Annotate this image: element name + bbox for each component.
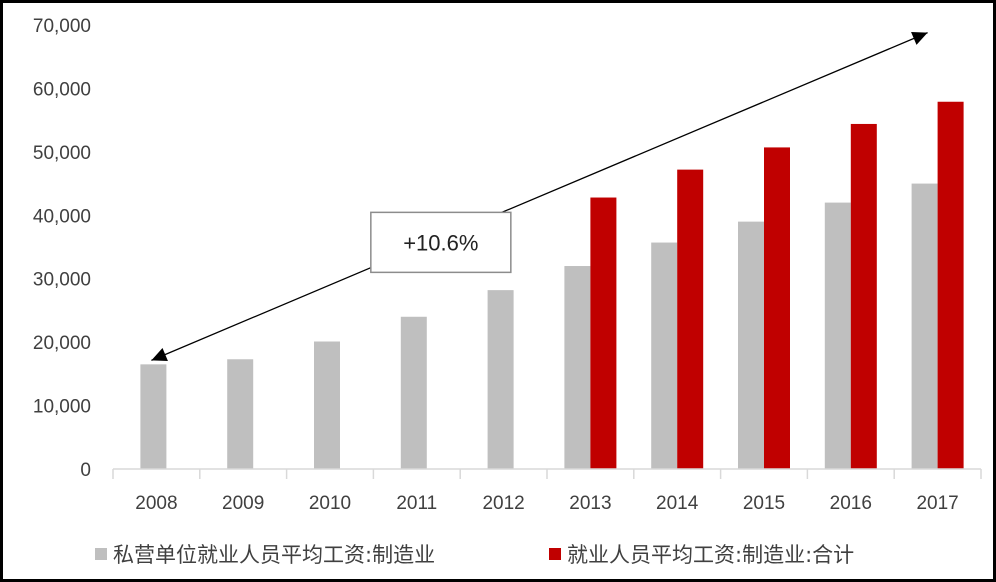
bar-series-1 bbox=[140, 364, 167, 469]
x-tick-label: 2015 bbox=[743, 493, 785, 514]
x-tick-label: 2012 bbox=[482, 493, 524, 514]
y-tick-label: 20,000 bbox=[33, 333, 91, 354]
y-tick-label: 70,000 bbox=[33, 16, 91, 37]
growth-annotation: +10.6% bbox=[151, 31, 928, 361]
arrow-head-end bbox=[911, 31, 928, 45]
y-tick-label: 50,000 bbox=[33, 143, 91, 164]
y-axis-ticks: 0 10,000 20,000 30,000 40,000 50,000 60,000 70,… bbox=[33, 16, 91, 481]
arrow-head-start bbox=[151, 348, 168, 361]
y-tick-label: 40,000 bbox=[33, 206, 91, 227]
bar-series-1 bbox=[487, 290, 514, 469]
y-tick-label: 10,000 bbox=[33, 397, 91, 418]
bar-series-1 bbox=[911, 183, 938, 470]
x-tick-label: 2009 bbox=[222, 493, 264, 514]
annotation-box bbox=[370, 211, 512, 274]
bar-series-1 bbox=[400, 316, 427, 469]
bar-series-2 bbox=[764, 147, 790, 469]
bar-chart: 0 10,000 20,000 30,000 40,000 50,000 60,000 70,… bbox=[33, 16, 982, 567]
y-tick-label: 30,000 bbox=[33, 270, 91, 291]
x-tick-label: 2013 bbox=[569, 493, 611, 514]
y-tick-label: 60,000 bbox=[33, 79, 91, 100]
x-tick-label: 2016 bbox=[830, 493, 872, 514]
x-tick-label: 2017 bbox=[916, 493, 958, 514]
y-tick-label: 0 bbox=[80, 460, 91, 481]
bar-series-2 bbox=[677, 169, 704, 470]
x-tick-label: 2008 bbox=[135, 493, 177, 514]
x-tick-label: 2010 bbox=[309, 493, 351, 514]
x-axis-ticks: 2008 2009 2010 2011 2012 2013 2014 2015 2016 2017 bbox=[112, 469, 982, 514]
bar-series-2 bbox=[937, 101, 964, 470]
legend: 私营单位就业人员平均工资:制造业 就业人员平均工资:制造业:合计 bbox=[95, 543, 854, 567]
x-tick-label: 2014 bbox=[656, 493, 699, 514]
growth-arrow-line bbox=[151, 32, 928, 361]
bar-series-1 bbox=[738, 221, 764, 469]
bar-series-1 bbox=[564, 266, 591, 469]
legend-swatch-series-2 bbox=[549, 548, 561, 560]
bar-series-1 bbox=[227, 359, 254, 469]
bar-series-1 bbox=[824, 202, 851, 469]
bars bbox=[140, 101, 964, 470]
bar-series-1 bbox=[314, 341, 340, 469]
legend-swatch-series-1 bbox=[95, 548, 107, 560]
bar-series-2 bbox=[590, 197, 617, 470]
legend-label-series-1: 私营单位就业人员平均工资:制造业 bbox=[113, 543, 435, 567]
annotation-label: +10.6% bbox=[403, 230, 478, 255]
bar-series-2 bbox=[850, 123, 877, 469]
x-tick-label: 2011 bbox=[396, 493, 437, 514]
legend-label-series-2: 就业人员平均工资:制造业:合计 bbox=[567, 543, 854, 567]
bar-series-1 bbox=[651, 242, 678, 469]
